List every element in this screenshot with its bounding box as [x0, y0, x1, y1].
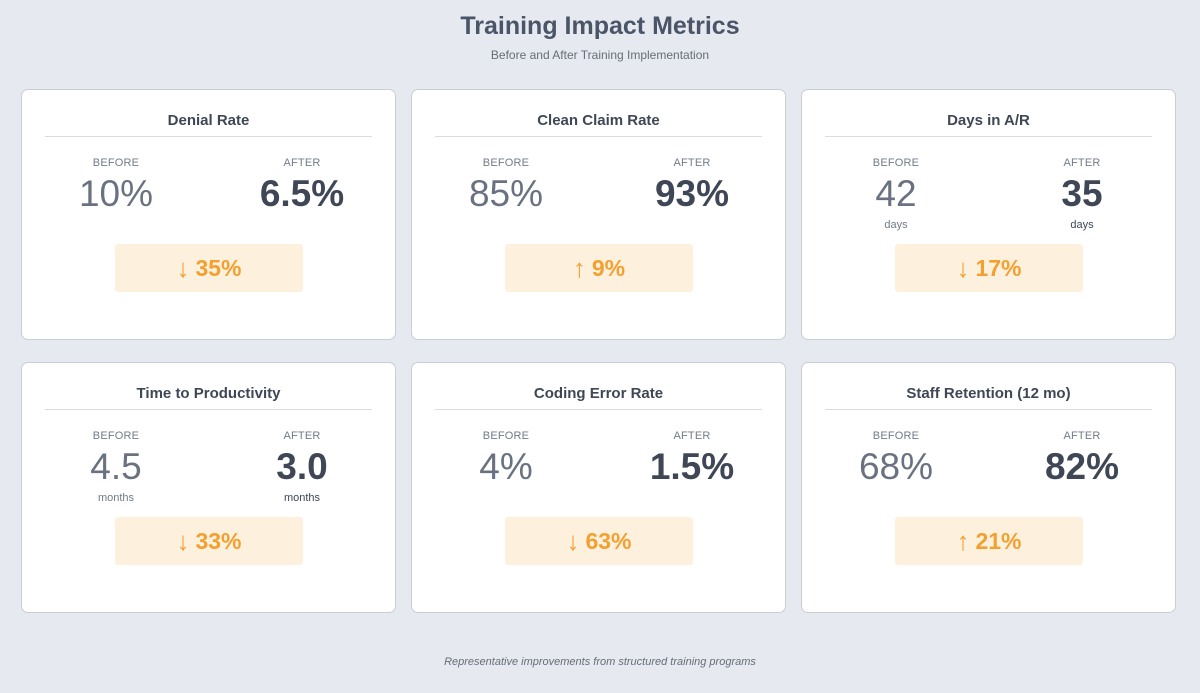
after-column: AFTER 1.5%	[632, 429, 752, 488]
before-label: BEFORE	[872, 430, 920, 442]
arrow-up-icon: ↑	[572, 253, 586, 283]
metric-card-denial-rate: Denial Rate BEFORE 10% AFTER 6.5% ↓ 35%	[21, 89, 396, 340]
change-value: 21%	[975, 527, 1022, 554]
footer-note: Representative improvements from structu…	[444, 656, 756, 668]
after-unit: days	[1070, 219, 1094, 231]
page-title: Training Impact Metrics	[460, 12, 740, 40]
before-label: BEFORE	[92, 430, 140, 442]
before-value: 85%	[468, 173, 544, 214]
after-value: 1.5%	[649, 446, 735, 487]
card-divider	[435, 409, 762, 410]
change-value: 17%	[975, 254, 1022, 281]
before-label: BEFORE	[482, 430, 530, 442]
before-value: 4.5	[90, 446, 142, 487]
arrow-down-icon: ↓	[176, 253, 190, 283]
change-badge: ↓ 63%	[505, 517, 693, 565]
before-label: BEFORE	[872, 157, 920, 169]
change-value: 9%	[591, 254, 626, 281]
before-column: BEFORE 68%	[836, 429, 956, 488]
after-column: AFTER 6.5%	[242, 156, 362, 215]
before-label: BEFORE	[92, 157, 140, 169]
after-value: 6.5%	[259, 173, 345, 214]
before-value: 42	[875, 173, 917, 214]
card-title: Denial Rate	[167, 112, 250, 129]
card-title: Coding Error Rate	[533, 385, 664, 402]
metrics-grid: Denial Rate BEFORE 10% AFTER 6.5% ↓ 35% …	[21, 89, 1176, 613]
before-unit: months	[97, 492, 135, 504]
card-title: Staff Retention (12 mo)	[906, 385, 1071, 402]
after-column: AFTER 93%	[632, 156, 752, 215]
card-title: Time to Productivity	[136, 385, 281, 402]
before-column: BEFORE 42 days	[836, 156, 956, 232]
change-value: 63%	[585, 527, 632, 554]
before-column: BEFORE 10%	[56, 156, 176, 215]
after-unit: months	[283, 492, 321, 504]
metric-card-coding-error-rate: Coding Error Rate BEFORE 4% AFTER 1.5% ↓…	[411, 362, 786, 613]
before-column: BEFORE 4%	[446, 429, 566, 488]
before-unit: days	[884, 219, 908, 231]
after-column: AFTER 35 days	[1022, 156, 1142, 232]
change-badge: ↑ 21%	[895, 517, 1083, 565]
arrow-up-icon: ↑	[956, 526, 970, 556]
after-value: 3.0	[276, 446, 328, 487]
after-label: AFTER	[673, 157, 711, 169]
after-label: AFTER	[673, 430, 711, 442]
card-divider	[825, 409, 1152, 410]
card-divider	[45, 409, 372, 410]
metric-card-clean-claim-rate: Clean Claim Rate BEFORE 85% AFTER 93% ↑ …	[411, 89, 786, 340]
metric-card-days-in-ar: Days in A/R BEFORE 42 days AFTER 35 days…	[801, 89, 1176, 340]
arrow-down-icon: ↓	[566, 526, 580, 556]
after-label: AFTER	[1063, 157, 1101, 169]
before-value: 4%	[479, 446, 533, 487]
after-column: AFTER 3.0 months	[242, 429, 362, 505]
card-divider	[45, 136, 372, 137]
card-title: Days in A/R	[947, 112, 1030, 129]
card-title: Clean Claim Rate	[537, 112, 660, 129]
after-label: AFTER	[283, 157, 321, 169]
change-value: 35%	[195, 254, 242, 281]
change-badge: ↑ 9%	[505, 244, 693, 292]
arrow-down-icon: ↓	[956, 253, 970, 283]
after-label: AFTER	[283, 430, 321, 442]
page-subtitle: Before and After Training Implementation	[490, 48, 710, 62]
after-value: 35	[1061, 173, 1103, 214]
change-badge: ↓ 17%	[895, 244, 1083, 292]
before-value: 68%	[858, 446, 934, 487]
after-column: AFTER 82%	[1022, 429, 1142, 488]
change-value: 33%	[195, 527, 242, 554]
metric-card-staff-retention: Staff Retention (12 mo) BEFORE 68% AFTER…	[801, 362, 1176, 613]
change-badge: ↓ 33%	[115, 517, 303, 565]
before-column: BEFORE 85%	[446, 156, 566, 215]
metric-card-time-to-productivity: Time to Productivity BEFORE 4.5 months A…	[21, 362, 396, 613]
after-label: AFTER	[1063, 430, 1101, 442]
card-divider	[825, 136, 1152, 137]
after-value: 82%	[1044, 446, 1120, 487]
change-badge: ↓ 35%	[115, 244, 303, 292]
after-value: 93%	[654, 173, 730, 214]
before-value: 10%	[78, 173, 154, 214]
arrow-down-icon: ↓	[176, 526, 190, 556]
card-divider	[435, 136, 762, 137]
before-label: BEFORE	[482, 157, 530, 169]
before-column: BEFORE 4.5 months	[56, 429, 176, 505]
